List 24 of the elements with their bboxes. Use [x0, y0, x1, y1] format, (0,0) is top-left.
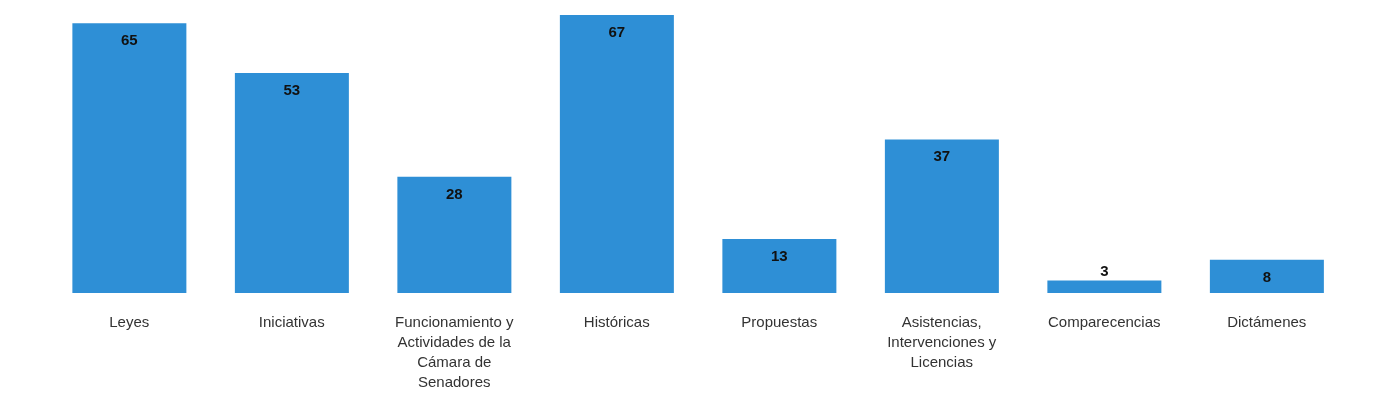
x-tick-label: Históricas — [583, 313, 650, 330]
data-label: 65 — [121, 31, 138, 49]
bar — [1047, 280, 1162, 293]
bar — [397, 176, 512, 293]
data-label: 13 — [771, 247, 788, 265]
bar — [72, 23, 187, 293]
x-tick-label: Comparecencias — [1047, 313, 1161, 330]
x-tick-label: Funcionamiento y Actividades de la Cámara de Senadores — [395, 313, 514, 390]
data-label: 3 — [1100, 261, 1109, 279]
bar — [884, 139, 999, 293]
bar — [722, 239, 837, 293]
data-label: 8 — [1262, 267, 1272, 285]
x-tick-label: Asistencias, Intervenciones y Licencias — [887, 313, 997, 370]
data-label: 28 — [446, 184, 463, 202]
bar — [234, 73, 349, 293]
data-label: 67 — [608, 23, 626, 40]
x-tick-label: Leyes — [109, 313, 150, 330]
data-label: 37 — [933, 147, 951, 165]
x-tick-label: Propuestas — [741, 313, 818, 330]
data-label: 53 — [283, 81, 301, 99]
x-tick-label: Iniciativas — [258, 313, 325, 330]
bar — [1209, 259, 1324, 293]
bar — [559, 15, 674, 293]
x-tick-label: Dictámenes — [1227, 313, 1307, 330]
